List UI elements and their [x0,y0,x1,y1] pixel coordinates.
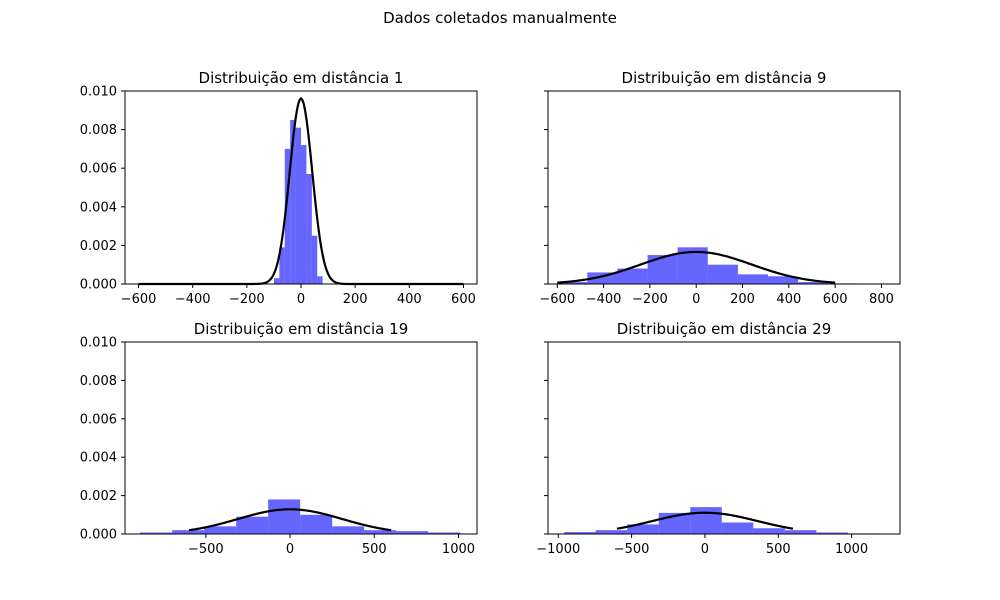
histogram-bar [268,499,301,534]
normal-fit-curve [188,508,392,532]
y-tick-label: 0.004 [80,200,117,215]
x-tick-label: −500 [614,542,650,557]
subplot-4: Distribuição em distância 29 −1000 −500 0 50… [536,320,901,557]
histogram-bar [332,526,365,534]
x-tick-label: −400 [586,292,622,307]
histogram-bar [768,276,799,284]
x-tick-label: 0 [701,542,709,557]
y-tick-label: 0.006 [80,412,117,427]
y-tick-label: 0.000 [80,278,117,293]
x-tick-label: 1000 [835,542,868,557]
normal-fit-curve [616,511,794,530]
x-tick-label: 600 [451,292,476,307]
subplot-2: Distribuição em distância 9 −600 −400 −200 0… [539,69,901,307]
histogram-bar [428,532,461,534]
subplot-title: Distribuição em distância 19 [194,320,408,338]
histogram-bar [707,264,738,284]
histogram-bar [557,282,588,284]
normal-fit-curve [557,250,836,284]
histogram-bar [311,235,318,284]
x-tick-label: 800 [869,292,894,307]
x-tick-label: 0 [297,292,305,307]
histogram-bar [306,173,312,284]
x-tick-label: 500 [362,542,387,557]
figure-title: Dados coletados manualmente [383,9,617,27]
x-tick-label: −1000 [536,542,580,557]
histogram-bar [396,531,429,534]
histogram-bar [301,145,307,284]
axes-frame [124,341,478,535]
histogram-bar [737,274,768,284]
x-tick-label: 400 [776,292,801,307]
y-tick-label: 0.008 [80,123,117,138]
histogram-bar [300,514,333,534]
subplot-title: Distribuição em distância 29 [617,320,831,338]
histogram-bar [798,282,829,284]
histogram-bar [721,522,754,534]
y-tick-label: 0.010 [80,85,117,100]
y-tick-label: 0.010 [80,336,117,351]
histogram-bar [172,530,205,534]
histogram-bar [595,530,628,534]
histogram-bar [236,516,269,534]
subplot-3: Distribuição em distância 19 −500 0 500 1000… [80,320,478,557]
subplot-1: Distribuição em distância 1 −600 −400 −200 0… [80,69,478,307]
histogram-bar [784,530,817,534]
x-tick-label: 1000 [442,542,475,557]
x-tick-label: 500 [766,542,791,557]
histogram-bar [587,272,618,284]
histogram-bar [816,532,848,534]
histogram-bar [279,247,285,284]
x-tick-label: −600 [539,292,575,307]
histogram-bar [290,119,296,284]
histogram-bar [273,278,280,284]
y-tick-label: 0.000 [80,528,117,543]
x-tick-label: 600 [823,292,848,307]
y-tick-label: 0.002 [80,239,117,254]
x-tick-label: 0 [286,542,294,557]
histogram-bar [284,148,291,284]
x-tick-label: −600 [121,292,157,307]
y-tick-label: 0.002 [80,489,117,504]
histogram-bar [753,528,785,534]
histogram-bar [317,276,323,284]
y-tick-label: 0.004 [80,451,117,466]
histogram-bar [295,127,301,284]
x-tick-label: −200 [229,292,265,307]
histogram-bar [647,255,678,284]
x-tick-label: −400 [175,292,211,307]
axes-frame [547,341,901,535]
x-tick-label: 0 [692,292,700,307]
x-tick-label: 200 [343,292,368,307]
y-tick-label: 0.006 [80,162,117,177]
histogram-bar [204,526,237,534]
x-tick-label: −200 [632,292,668,307]
subplot-title: Distribuição em distância 1 [199,69,404,87]
x-tick-label: 400 [397,292,422,307]
axes-frame [547,90,901,285]
histogram-bar [617,268,648,284]
y-tick-label: 0.008 [80,374,117,389]
histogram-bar [564,532,596,534]
histogram-bar [690,507,722,534]
histogram-bar [140,532,173,534]
histogram-bar [627,524,659,534]
x-tick-label: 200 [730,292,755,307]
histogram-bar [364,530,397,534]
subplot-title: Distribuição em distância 9 [622,69,827,87]
x-tick-label: −500 [188,542,224,557]
